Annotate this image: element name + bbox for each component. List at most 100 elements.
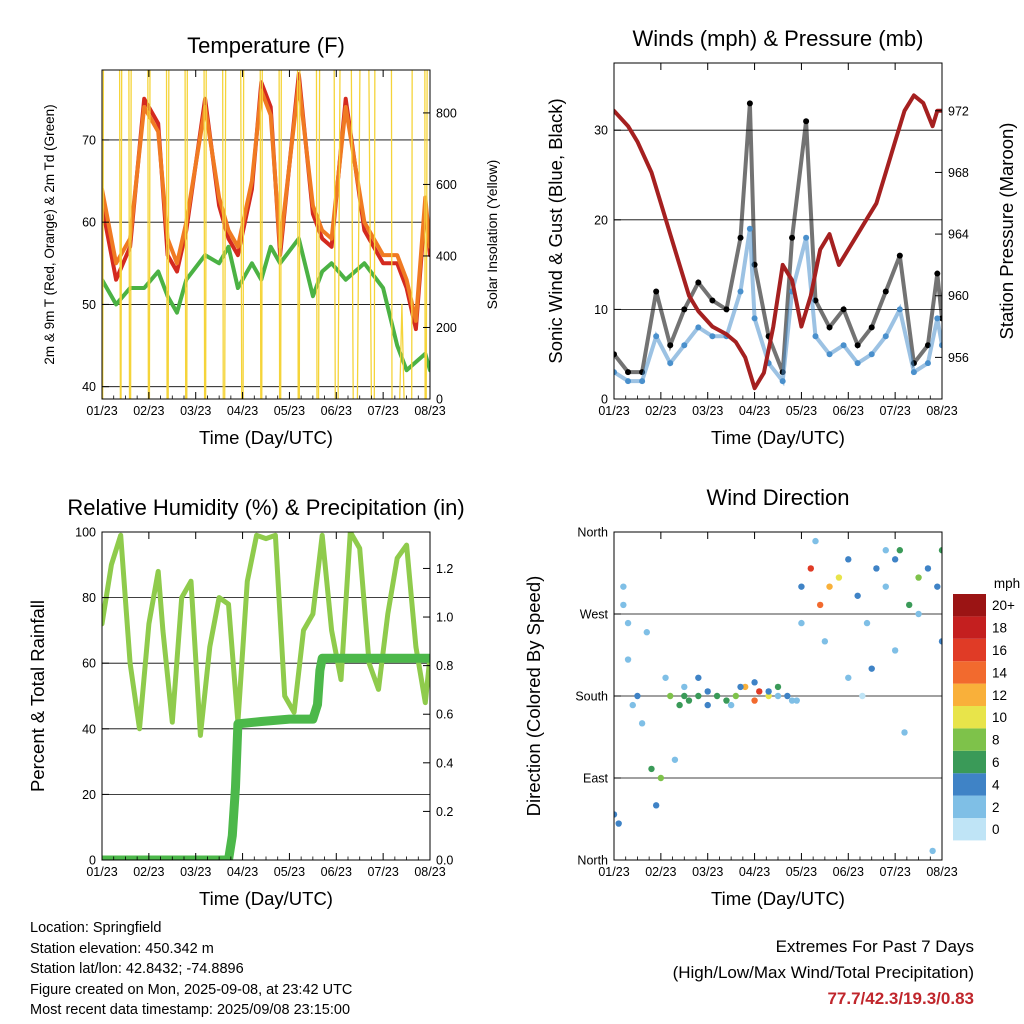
legend-label: 10	[992, 710, 1007, 725]
data-point	[891, 647, 899, 654]
x-tick-label: 05/23	[274, 865, 305, 879]
legend-label: 20+	[992, 598, 1015, 613]
data-point	[924, 565, 932, 572]
data-point	[685, 697, 693, 704]
y-axis-label: Direction (Colored By Speed)	[523, 576, 544, 817]
data-point	[891, 556, 899, 563]
station-elevation: Station elevation: 450.342 m	[30, 940, 214, 957]
x-tick-label: 06/23	[321, 404, 352, 418]
legend-label: 0	[992, 822, 1000, 837]
series-line-1	[102, 72, 430, 332]
legend-label: 18	[992, 621, 1007, 636]
x-tick-label: 01/23	[598, 404, 629, 418]
series-line-3	[102, 236, 430, 373]
chart-panel-1: 01/23 02/23 03/23 04/23 05/23 06/23 07/23 08/23…	[42, 33, 500, 448]
y-tick-label: 0	[89, 854, 96, 868]
data-point	[681, 692, 688, 700]
data-point	[896, 547, 904, 554]
legend-label: 12	[992, 688, 1007, 703]
data-point	[863, 619, 871, 627]
data-point	[727, 701, 735, 709]
chart-panel-4: 01/23 02/23 03/23 04/23 05/23 06/23 07/23 08/23…	[523, 485, 1020, 909]
data-point	[845, 674, 852, 681]
data-point	[676, 701, 683, 709]
data-point	[821, 638, 829, 645]
data-point	[929, 847, 936, 855]
x-tick-label: 04/23	[739, 404, 770, 418]
y-right-tick-label: 400	[436, 249, 457, 263]
y-right-tick-label: 960	[948, 289, 969, 303]
data-point	[915, 574, 922, 581]
y-axis-label: 2m & 9m T (Red, Orange) & 2m Td (Green)	[42, 104, 57, 364]
legend-label: 16	[992, 643, 1007, 658]
y-tick-label: 70	[82, 133, 96, 147]
legend-swatch	[953, 683, 986, 706]
series-line-3	[614, 93, 942, 391]
y-axis-label-right: Solar Insolation (Yellow)	[484, 160, 500, 310]
data-point	[938, 547, 942, 554]
x-tick-label: 03/23	[180, 865, 211, 879]
y-tick-label: 40	[82, 380, 96, 394]
y-tick-label: South	[575, 690, 608, 704]
legend-swatch	[953, 661, 986, 684]
legend-swatch	[953, 818, 986, 841]
plot-frame	[101, 531, 431, 861]
recent-timestamp: Most recent data timestamp: 2025/09/08 2…	[30, 1002, 351, 1018]
plot-area	[102, 532, 430, 860]
station-latlon: Station lat/lon: 42.8432; -74.8896	[30, 961, 244, 977]
data-point	[624, 656, 632, 663]
data-point	[704, 701, 711, 709]
data-point	[868, 665, 875, 672]
y-right-tick-label: 956	[948, 351, 969, 365]
y-right-tick-label: 972	[948, 104, 969, 118]
data-point	[774, 692, 782, 700]
data-point	[882, 583, 889, 590]
extremes-box: Extremes For Past 7 Days (High/Low/Max W…	[673, 934, 974, 1012]
data-point	[614, 811, 618, 818]
legend-title: mph	[994, 576, 1020, 591]
chart-panel-2: 01/23 02/23 03/23 04/23 05/23 06/23 07/23 08/23…	[545, 26, 1017, 448]
legend-swatch	[953, 750, 986, 774]
legend-swatch	[953, 795, 986, 818]
y-right-tick-label: 0	[436, 393, 443, 407]
x-tick-label: 06/23	[833, 865, 864, 879]
data-point	[845, 556, 852, 563]
data-point	[906, 601, 913, 609]
data-point	[638, 720, 646, 727]
data-point	[784, 692, 791, 700]
x-axis-label: Time (Day/UTC)	[199, 427, 333, 448]
y-right-tick-label: 968	[948, 166, 969, 180]
x-tick-label: 08/23	[926, 404, 957, 418]
data-point	[826, 583, 833, 590]
data-point	[854, 592, 861, 599]
station-info: Location: Springfield Station elevation:…	[30, 918, 352, 1021]
extremes-values: 77.7/42.3/19.3/0.83	[827, 989, 974, 1008]
data-point	[873, 565, 880, 572]
x-axis-label: Time (Day/UTC)	[199, 888, 333, 909]
y-tick-label: East	[583, 772, 609, 786]
legend-swatch	[953, 706, 986, 729]
x-tick-label: 05/23	[786, 404, 817, 418]
x-tick-label: 01/23	[86, 404, 117, 418]
y-tick-label: 10	[594, 303, 608, 317]
data-point	[816, 601, 824, 609]
data-point	[681, 683, 688, 691]
y-axis-label: Sonic Wind & Gust (Blue, Black)	[545, 98, 566, 363]
chart-title: Temperature (F)	[187, 33, 345, 58]
figure-created: Figure created on Mon, 2025-09-08, at 23…	[30, 981, 353, 998]
x-tick-label: 03/23	[692, 865, 723, 879]
legend-swatch	[953, 773, 986, 796]
series-line-2	[102, 80, 430, 323]
data-point	[634, 692, 641, 700]
data-point	[737, 683, 744, 691]
y-axis-label: Percent & Total Rainfall	[27, 600, 48, 792]
data-point	[751, 679, 758, 686]
data-point	[643, 629, 650, 636]
y-right-tick-label: 1.0	[436, 611, 453, 625]
data-point	[807, 565, 814, 572]
data-point	[615, 820, 622, 827]
x-axis-label: Time (Day/UTC)	[711, 427, 845, 448]
data-point	[629, 701, 636, 709]
data-point	[901, 729, 908, 736]
